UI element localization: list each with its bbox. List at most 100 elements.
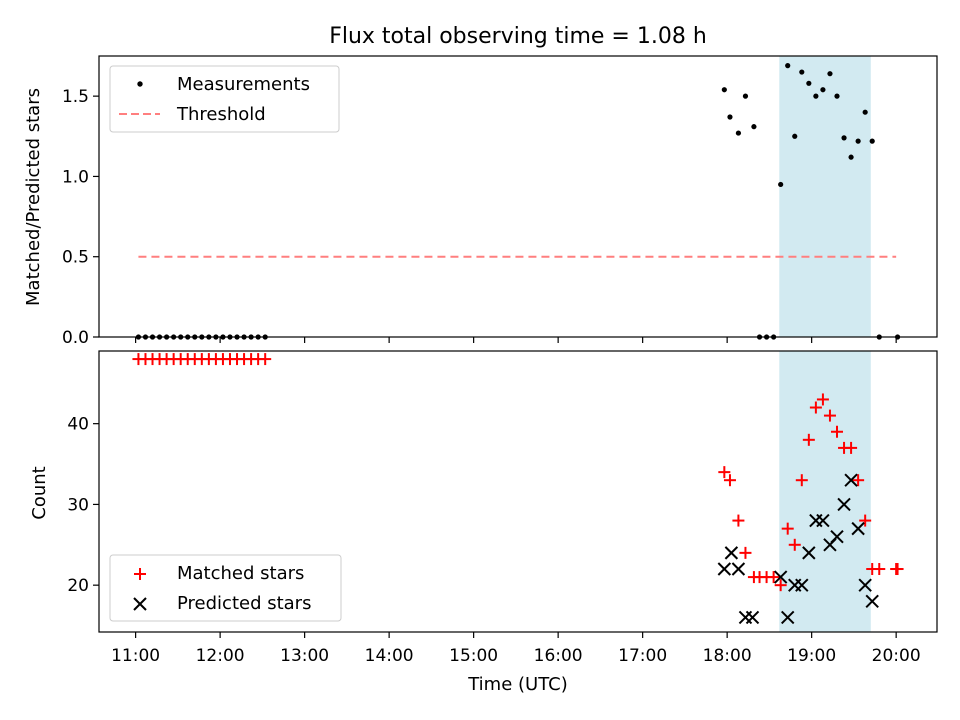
- legend-predicted-label: Predicted stars: [177, 593, 311, 614]
- measurement-point: [751, 124, 757, 130]
- chart-title: Flux total observing time = 1.08 h: [329, 24, 707, 49]
- top-legend-box: [109, 65, 340, 133]
- top-y-tick-label: 1.5: [62, 87, 89, 107]
- predicted-star-stroke-b: [717, 562, 732, 576]
- measurement-point: [799, 69, 805, 75]
- measurement-point: [806, 80, 812, 86]
- matched-star-point: [891, 563, 904, 576]
- bottom-y-tick-label: 40: [67, 415, 89, 435]
- measurement-point: [735, 130, 742, 136]
- predicted-star-point: [731, 562, 746, 576]
- measurement-point: [820, 87, 826, 93]
- predicted-star-stroke-b: [773, 570, 788, 584]
- measurement-point: [848, 154, 854, 160]
- matched-star-point: [873, 563, 886, 576]
- predicted-star-point: [837, 497, 851, 512]
- top-panel-axes: 0.0 0.5 1.0 1.5: [62, 87, 897, 348]
- matched-star-point: [823, 409, 836, 422]
- predicted-star-stroke-b: [724, 546, 739, 560]
- measurement-point: [841, 135, 847, 141]
- top-panel: 0.0 0.5 1.0 1.5 Matched/Predicted stars Mea…: [23, 55, 938, 348]
- matched-star-point: [718, 466, 731, 479]
- measurement-point: [721, 87, 727, 93]
- top-plot-frame: [98, 55, 938, 338]
- legend-measurements-label: Measurements: [177, 74, 310, 95]
- predicted-star-point: [851, 521, 865, 536]
- predicted-star-stroke-b: [844, 473, 858, 487]
- bottom-panel-axes: 20 30 40 11:00 12:00 13:00 14:00 15:00 16:00 17:0…: [67, 415, 920, 666]
- x-axis-label: Time (UTC): [467, 674, 568, 695]
- matched-star-point: [781, 522, 794, 535]
- matched-star-point: [802, 433, 815, 446]
- measurement-point: [827, 71, 833, 77]
- legend-measurements-marker: [137, 81, 143, 87]
- x-tick-label: 15:00: [449, 646, 498, 666]
- bottom-highlight-rect: [779, 351, 871, 632]
- measurement-point: [742, 93, 749, 99]
- x-tick-label: 17:00: [618, 646, 667, 666]
- legend-matched-label: Matched stars: [177, 563, 304, 584]
- predicted-star-point: [844, 473, 858, 487]
- predicted-star-point: [773, 570, 788, 584]
- top-legend: Measurements Threshold: [109, 65, 340, 133]
- matched-star-point: [739, 546, 752, 559]
- measurement-point: [869, 138, 875, 144]
- predicted-star-stroke-b: [830, 530, 844, 544]
- matched-star-point: [831, 425, 844, 438]
- x-tick-label: 20:00: [872, 646, 921, 666]
- predicted-star-point: [795, 578, 809, 592]
- bottom-panel-series: [132, 353, 904, 625]
- matched-star-point: [788, 538, 801, 551]
- predicted-star-point: [717, 562, 732, 576]
- predicted-star-point: [830, 530, 844, 544]
- predicted-star-stroke-b: [745, 610, 760, 625]
- matched-star-point: [859, 514, 872, 527]
- bottom-panel: 20 30 40 11:00 12:00 13:00 14:00 15:00 16:00 17:0…: [29, 350, 938, 695]
- legend-predicted-marker: [133, 597, 147, 611]
- matched-star-point: [795, 474, 808, 487]
- matched-star-point: [774, 579, 787, 592]
- measurement-point: [785, 63, 791, 69]
- bottom-y-tick-label: 30: [67, 495, 89, 515]
- top-highlight-rect: [779, 56, 871, 337]
- top-highlight-span: [779, 56, 871, 337]
- bottom-highlight-span: [779, 351, 871, 632]
- predicted-star-stroke-b: [795, 578, 809, 592]
- predicted-star-stroke-b: [781, 610, 795, 625]
- matched-star-point: [852, 474, 865, 487]
- predicted-star-point: [781, 610, 795, 625]
- predicted-star-point: [745, 610, 760, 625]
- predicted-star-point: [802, 546, 816, 560]
- measurement-point: [813, 93, 819, 99]
- bottom-plot-frame: [98, 350, 938, 633]
- predicted-star-stroke-b: [851, 521, 865, 536]
- predicted-star-stroke-b: [865, 594, 879, 609]
- bottom-legend-box: [109, 554, 342, 622]
- matched-star-point: [816, 393, 829, 406]
- matched-star-point: [809, 401, 822, 414]
- top-y-tick-label: 0.0: [62, 328, 89, 348]
- bottom-legend: Matched stars Predicted stars: [109, 554, 342, 622]
- legend-threshold-label: Threshold: [176, 104, 266, 125]
- matched-star-point: [767, 571, 780, 584]
- top-y-tick-label: 0.5: [62, 248, 89, 268]
- matched-star-point: [259, 353, 272, 366]
- measurement-point: [855, 138, 861, 144]
- matched-star-point: [845, 441, 858, 454]
- measurement-point: [778, 181, 784, 188]
- bottom-y-tick-label: 20: [67, 576, 89, 596]
- predicted-star-stroke-b: [858, 578, 872, 592]
- bottom-y-axis-label: Count: [29, 466, 50, 519]
- x-tick-label: 14:00: [365, 646, 414, 666]
- x-tick-label: 18:00: [703, 646, 752, 666]
- x-tick-label: 11:00: [111, 646, 160, 666]
- legend-matched-marker: [134, 568, 146, 580]
- matched-star-point: [732, 514, 745, 527]
- predicted-star-point: [858, 578, 872, 592]
- predicted-star-stroke-b: [802, 546, 816, 560]
- measurement-point: [834, 93, 840, 99]
- predicted-star-stroke-b: [816, 513, 830, 528]
- measurement-point: [727, 114, 733, 120]
- predicted-star-point: [865, 594, 879, 609]
